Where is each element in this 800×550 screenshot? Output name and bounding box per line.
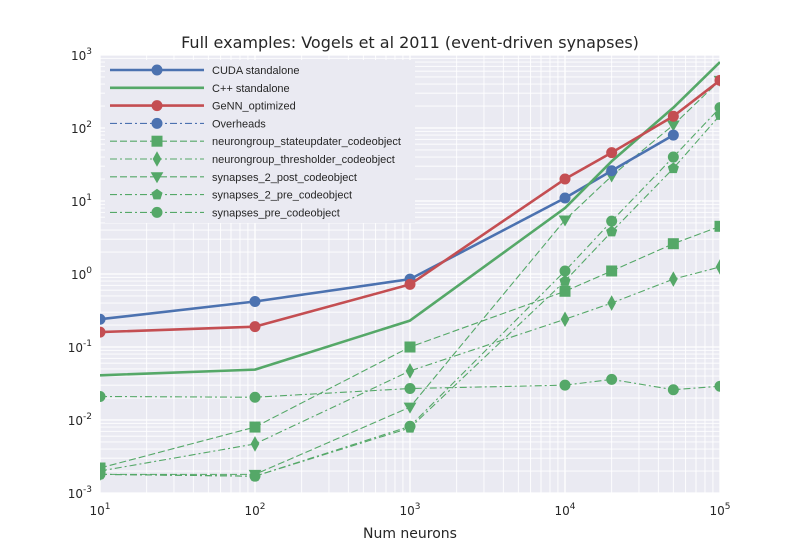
legend-marker <box>151 117 163 129</box>
y-tick-label: 100 <box>71 266 92 282</box>
data-point <box>606 215 618 227</box>
data-point <box>606 147 618 159</box>
legend-entry: synapses_2_pre_codeobject <box>110 188 352 202</box>
legend-marker <box>151 64 163 76</box>
legend-label: synapses_pre_codeobject <box>212 207 340 219</box>
y-tick-label: 101 <box>71 193 92 209</box>
legend-label: CUDA standalone <box>212 65 299 77</box>
data-point <box>560 311 570 328</box>
legend-marker <box>152 151 162 167</box>
data-point <box>714 380 720 392</box>
data-point <box>714 102 720 114</box>
series-layer <box>100 61 720 482</box>
data-point <box>404 278 416 290</box>
data-point <box>405 363 415 379</box>
x-axis-label: Num neurons <box>363 526 457 542</box>
chart-title: Full examples: Vogels et al 2011 (event-… <box>181 33 639 52</box>
legend: CUDA standalone C++ standalone GeNN_optimi… <box>105 60 415 223</box>
data-point <box>667 110 679 122</box>
data-point <box>250 436 260 452</box>
legend-label: synapses_2_post_codeobject <box>212 172 357 184</box>
series-2 <box>100 74 720 338</box>
legend-entry: GeNN_optimized <box>110 100 296 113</box>
series-1 <box>100 61 720 377</box>
data-point <box>404 341 416 353</box>
data-point <box>606 373 618 385</box>
legend-entry: neurongroup_thresholder_codeobject <box>110 151 395 167</box>
data-point <box>714 220 720 232</box>
y-tick-label: 103 <box>71 47 92 63</box>
data-point <box>249 321 261 333</box>
data-point <box>249 421 261 433</box>
data-point <box>403 402 417 414</box>
legend-label: GeNN_optimized <box>212 101 296 113</box>
data-point <box>559 173 571 185</box>
data-point <box>558 215 572 227</box>
legend-label: neurongroup_thresholder_codeobject <box>212 154 395 166</box>
legend-entry: CUDA standalone <box>110 64 299 77</box>
data-point <box>100 468 106 480</box>
legend-entry: neurongroup_stateupdater_codeobject <box>110 135 401 148</box>
data-point <box>606 225 618 237</box>
data-point <box>667 238 679 250</box>
data-point <box>606 165 618 177</box>
legend-label: neurongroup_stateupdater_codeobject <box>212 136 401 148</box>
y-tick-label: 10-1 <box>68 339 92 355</box>
legend-entry: Overheads <box>110 117 266 130</box>
y-tick-label: 10-3 <box>68 485 92 501</box>
series-line <box>100 133 674 321</box>
legend-entry: C++ standalone <box>110 83 290 95</box>
data-point <box>559 379 571 391</box>
data-point <box>667 162 679 174</box>
legend-label: Overheads <box>212 118 266 130</box>
data-point <box>404 420 416 432</box>
data-point <box>249 470 261 482</box>
y-tick-label: 102 <box>71 120 92 136</box>
data-point <box>100 313 106 325</box>
legend-entry: synapses_2_post_codeobject <box>110 172 357 184</box>
ticks: 101 102 103 104 105 10-3 10-2 10-1 100 101 102 103 <box>68 47 731 518</box>
legend-marker <box>151 206 163 218</box>
legend-label: C++ standalone <box>212 83 290 95</box>
x-tick-label: 101 <box>89 502 110 518</box>
data-point <box>404 383 416 395</box>
series-5 <box>100 259 720 479</box>
data-point <box>669 271 678 287</box>
data-point <box>249 391 261 403</box>
data-point <box>667 129 679 141</box>
data-point <box>559 285 571 297</box>
data-point <box>607 295 616 311</box>
data-point <box>249 296 261 308</box>
data-point <box>667 151 679 163</box>
data-point <box>667 384 679 396</box>
y-tick-label: 10-2 <box>68 412 92 428</box>
legend-marker <box>151 100 163 112</box>
x-tick-label: 103 <box>399 502 420 518</box>
x-tick-label: 104 <box>554 502 575 518</box>
series-9 <box>100 373 720 403</box>
legend-label: synapses_2_pre_codeobject <box>212 190 352 202</box>
x-tick-label: 105 <box>709 502 730 518</box>
series-8 <box>100 102 720 482</box>
data-point <box>559 192 571 204</box>
data-point <box>559 265 571 277</box>
legend-marker <box>151 188 163 200</box>
data-point <box>715 259 720 275</box>
x-tick-label: 102 <box>244 502 265 518</box>
data-point <box>100 390 106 402</box>
data-point <box>714 74 720 86</box>
legend-entry: synapses_pre_codeobject <box>110 206 340 219</box>
legend-marker <box>150 172 164 184</box>
data-point <box>606 265 618 277</box>
data-point <box>100 326 106 338</box>
data-point <box>559 275 571 286</box>
series-line <box>100 61 720 377</box>
legend-marker <box>151 135 163 147</box>
